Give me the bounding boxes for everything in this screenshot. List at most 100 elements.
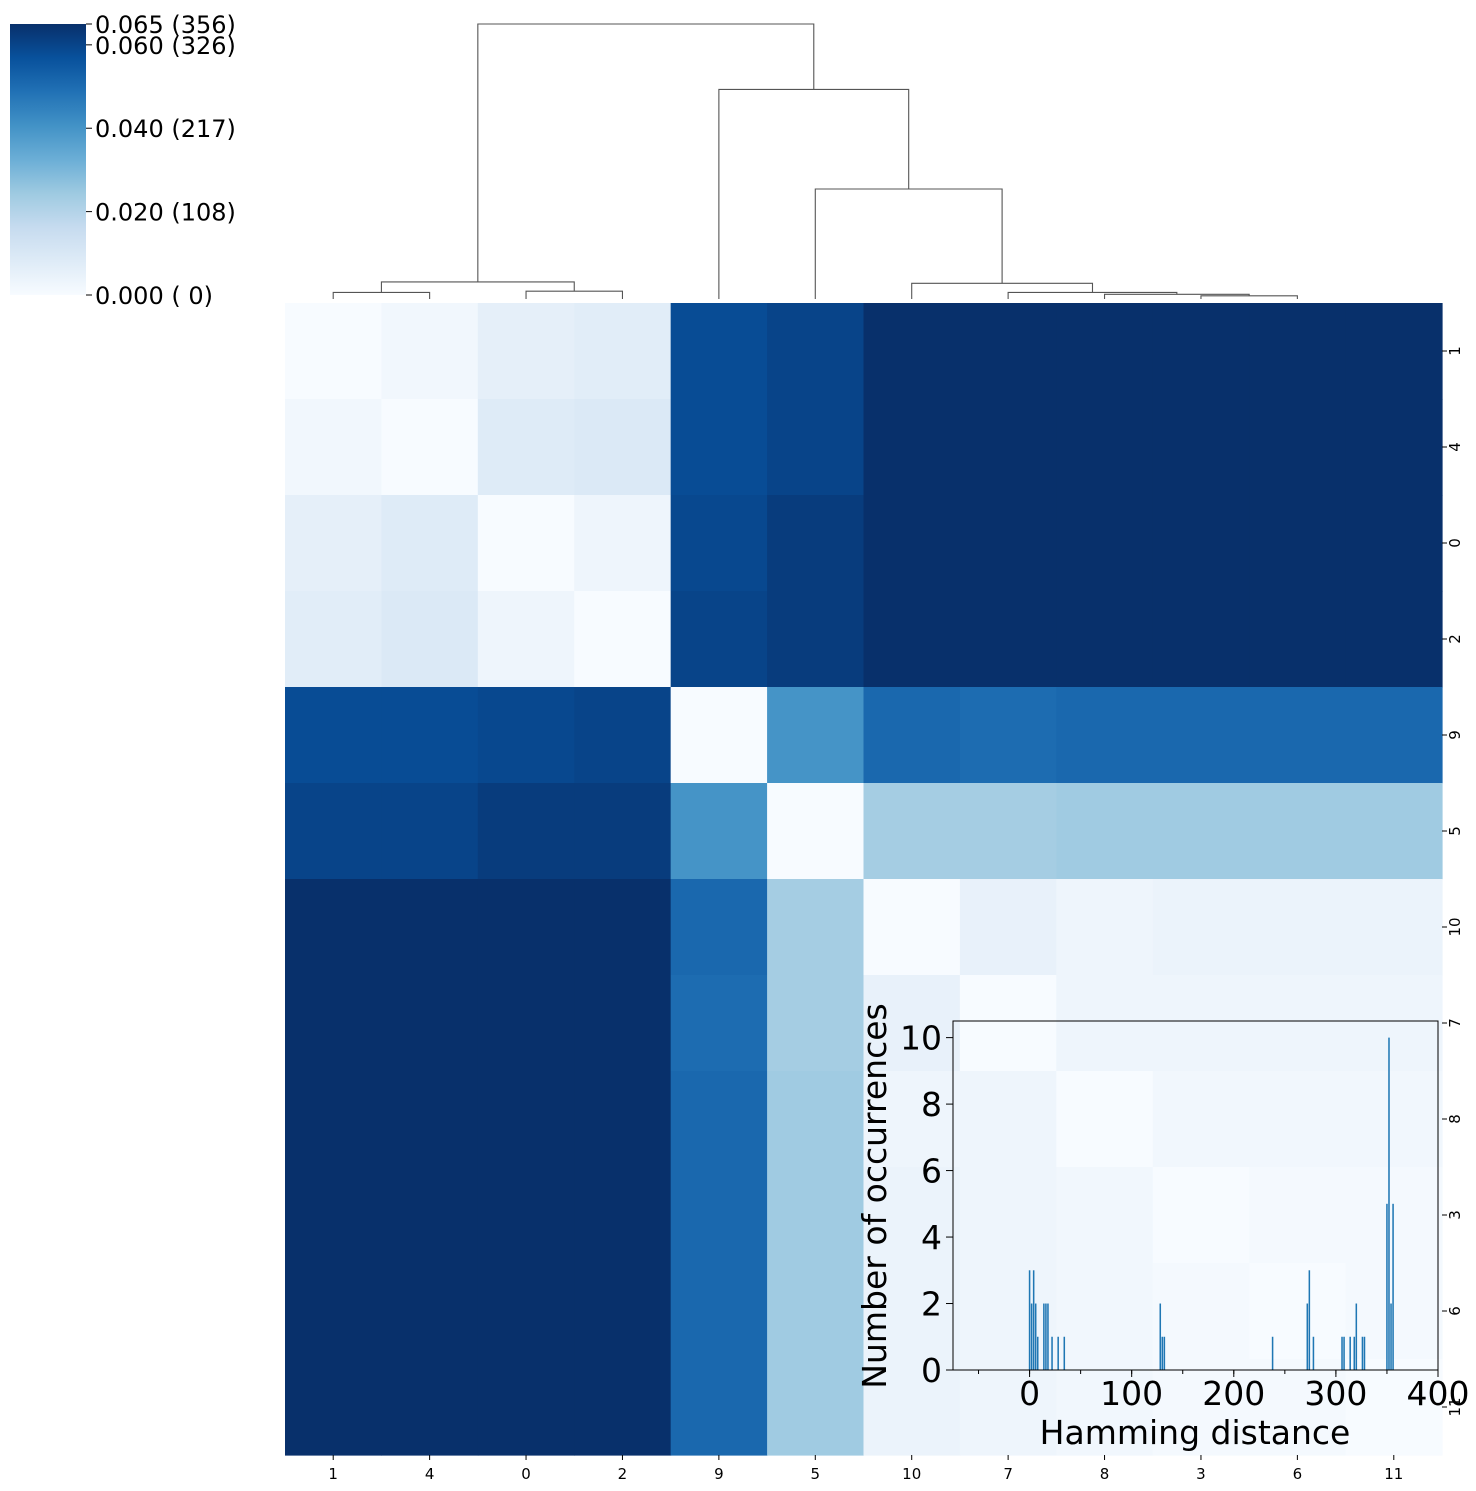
- heatmap-cell: [1056, 687, 1154, 784]
- histogram-bar: [1034, 1303, 1037, 1370]
- heatmap-cell: [381, 879, 479, 976]
- histogram-inset: 0 100 200 300 400 0 2 4 6 8 10 Hamming distance N…: [855, 1003, 1470, 1452]
- heatmap-cell: [1345, 303, 1443, 400]
- histogram-bar: [1343, 1336, 1345, 1370]
- histogram-bar: [1308, 1270, 1311, 1370]
- histogram-bar: [1161, 1336, 1164, 1370]
- heatmap-cell: [1345, 1167, 1443, 1264]
- heatmap-cell: [285, 783, 383, 880]
- heatmap-cell: [1152, 1263, 1250, 1360]
- heatmap-cell: [863, 1071, 961, 1168]
- heatmap-cell: [1056, 1071, 1154, 1168]
- heatmap-cell: [767, 591, 865, 688]
- heatmap-cell: [863, 591, 961, 688]
- heatmap-cell: [1056, 303, 1154, 400]
- heatmap-cell: [767, 495, 865, 592]
- y-tick-label: 8: [1446, 1114, 1464, 1124]
- heatmap-cell: [670, 1167, 768, 1264]
- heatmap-cell: [1249, 591, 1347, 688]
- colorbar-tick-label: 0.000 ( 0): [95, 282, 213, 310]
- y-tick-label: 11: [1446, 1397, 1464, 1416]
- heatmap-cell: [574, 975, 672, 1072]
- histogram-x-tick-label: 400: [1407, 1374, 1470, 1413]
- heatmap-cell: [670, 303, 768, 400]
- heatmap-cell: [477, 1263, 575, 1360]
- histogram-bar: [1036, 1336, 1039, 1370]
- heatmap-cell: [285, 1359, 383, 1456]
- histogram-x-tick-label: 300: [1304, 1374, 1367, 1413]
- heatmap-cell: [767, 1263, 865, 1360]
- heatmap-cell: [1249, 303, 1347, 400]
- histogram-bar: [1355, 1303, 1358, 1370]
- heatmap-cell: [959, 1167, 1057, 1264]
- y-tick-label: 2: [1446, 634, 1464, 644]
- x-tick-label: 7: [1003, 1465, 1013, 1483]
- dendrogram-link: [1200, 295, 1298, 299]
- heatmap-cell: [1056, 399, 1154, 496]
- heatmap-cell: [1249, 687, 1347, 784]
- heatmap-cell: [285, 303, 383, 400]
- heatmap-cell: [477, 783, 575, 880]
- heatmap-cell: [381, 399, 479, 496]
- heatmap-cell: [1249, 1263, 1347, 1360]
- histogram-bar: [1349, 1336, 1351, 1370]
- heatmap-cell: [767, 687, 865, 784]
- histogram-bar: [1063, 1336, 1066, 1370]
- heatmap-cell: [574, 879, 672, 976]
- heatmap-cell: [381, 975, 479, 1072]
- heatmap-cell: [863, 879, 961, 976]
- x-tick-label: 9: [714, 1465, 724, 1483]
- histogram-bar: [1047, 1303, 1049, 1370]
- heatmap-cell: [959, 591, 1057, 688]
- heatmap-cell: [285, 1263, 383, 1360]
- heatmap-cell: [381, 1263, 479, 1360]
- heatmap-cell: [670, 1263, 768, 1360]
- heatmap-cell: [1249, 975, 1347, 1072]
- heatmap-cell: [477, 1071, 575, 1168]
- histogram-bar: [1386, 1203, 1388, 1370]
- heatmap-cell: [381, 591, 479, 688]
- histogram-bar: [1043, 1303, 1045, 1370]
- histogram-bars: [1028, 1037, 1394, 1370]
- y-tick-label: 5: [1446, 826, 1464, 836]
- histogram-bar: [1361, 1336, 1364, 1370]
- histogram-y-tick-label: 0: [921, 1351, 942, 1390]
- heatmap-cell: [1345, 975, 1443, 1072]
- heatmap-cell: [670, 879, 768, 976]
- heatmap-cell: [959, 975, 1057, 1072]
- heatmap-cell: [285, 975, 383, 1072]
- heatmap-cell: [863, 1359, 961, 1456]
- heatmap-cell: [767, 975, 865, 1072]
- heatmap-cell: [959, 1071, 1057, 1168]
- histogram-bar: [1057, 1336, 1059, 1370]
- y-tick-label: 6: [1446, 1306, 1464, 1316]
- y-tick-label: 1: [1446, 346, 1464, 356]
- x-tick-label: 1: [328, 1465, 338, 1483]
- heatmap-cell: [1249, 399, 1347, 496]
- heatmap-cell: [863, 975, 961, 1072]
- heatmap-cell: [1249, 783, 1347, 880]
- dendrogram-link: [332, 291, 431, 299]
- x-tick-label: 8: [1100, 1465, 1110, 1483]
- heatmap-cell: [1056, 879, 1154, 976]
- heatmap-cell: [477, 975, 575, 1072]
- heatmap-cell: [574, 303, 672, 400]
- histogram-x-axis-label: Hamming distance: [1040, 1413, 1351, 1452]
- heatmap-cell: [1056, 591, 1154, 688]
- column-dendrogram: [332, 23, 1298, 299]
- dendrogram-link: [718, 88, 910, 299]
- heatmap-cell: [670, 687, 768, 784]
- histogram-y-tick-label: 8: [921, 1085, 942, 1124]
- heatmap-cell: [1345, 1263, 1443, 1360]
- heatmap-cell: [1152, 1167, 1250, 1264]
- heatmap-cell: [767, 879, 865, 976]
- histogram-x-ticks: 0 100 200 300 400: [978, 1370, 1470, 1413]
- heatmap-cell: [381, 687, 479, 784]
- heatmap-cell: [477, 399, 575, 496]
- heatmap-cell: [574, 1071, 672, 1168]
- heatmap-cell: [1056, 783, 1154, 880]
- heatmap-cell: [863, 783, 961, 880]
- heatmap-cell: [670, 1359, 768, 1456]
- heatmap-cell: [574, 1359, 672, 1456]
